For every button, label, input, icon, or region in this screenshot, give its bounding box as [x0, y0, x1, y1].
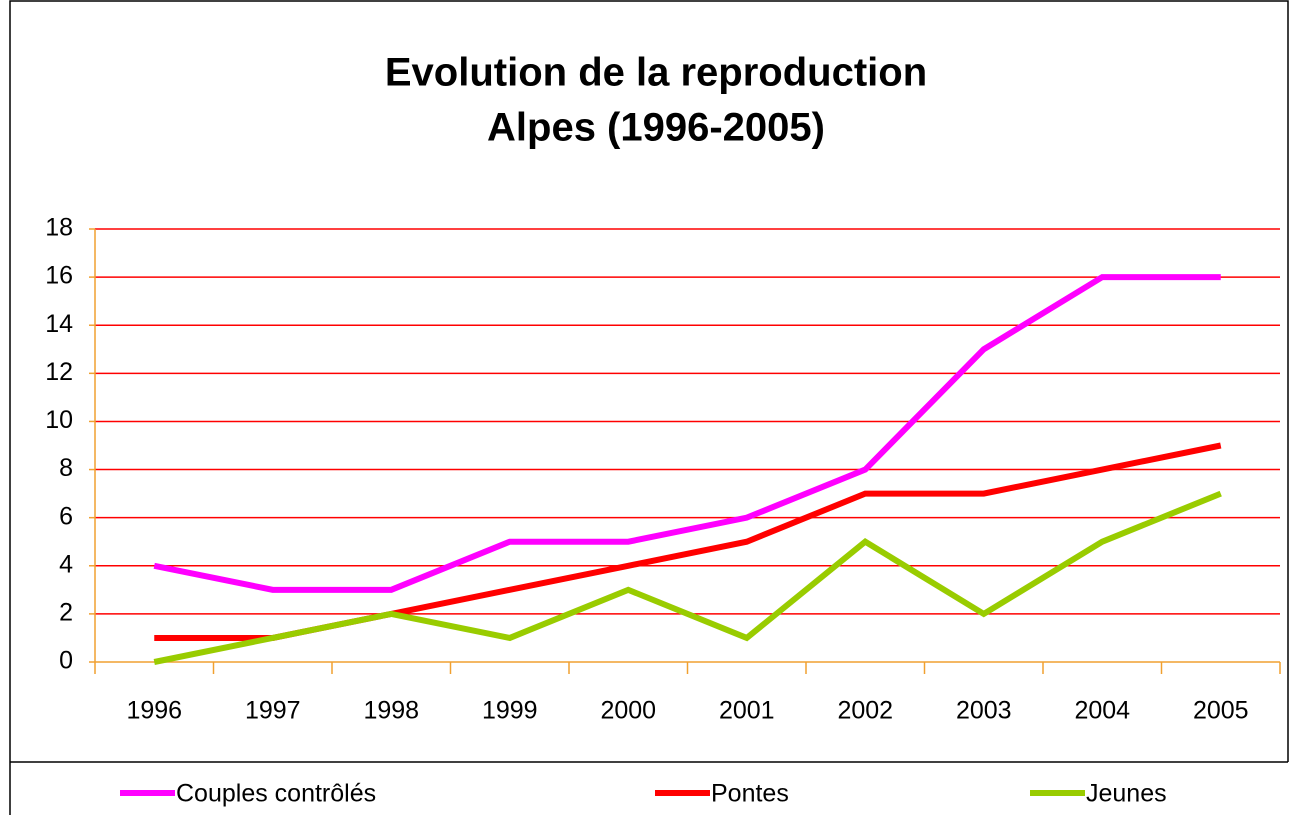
y-tick-label: 12 [45, 358, 73, 386]
line-series [153, 274, 1221, 593]
x-tick-label: 2005 [1193, 697, 1249, 725]
line-series [153, 490, 1222, 665]
legend-label: Couples contrôlés [176, 780, 376, 808]
y-tick-label: 6 [59, 502, 73, 530]
x-tick-label: 1999 [482, 697, 538, 725]
y-tick-label: 0 [59, 647, 73, 675]
x-tick-label: 1998 [363, 697, 419, 725]
chart-frame [9, 0, 1289, 815]
x-tick-label: 2004 [1074, 697, 1130, 725]
line-series [154, 442, 1222, 641]
y-tick-label: 14 [45, 310, 73, 338]
y-tick-label: 10 [45, 406, 73, 434]
chart-title: Evolution de la reproduction [385, 51, 927, 95]
y-tick-label: 18 [45, 214, 73, 242]
x-tick-label: 2002 [837, 697, 893, 725]
chart-title: Alpes (1996-2005) [487, 106, 825, 150]
legend-label: Jeunes [1086, 780, 1167, 808]
x-tick-label: 2003 [956, 697, 1012, 725]
legend-label: Pontes [711, 780, 789, 808]
y-tick-label: 16 [45, 262, 73, 290]
x-tick-label: 2000 [600, 697, 656, 725]
y-tick-label: 4 [59, 550, 73, 578]
x-tick-label: 1996 [126, 697, 182, 725]
y-tick-label: 8 [59, 454, 73, 482]
y-tick-label: 2 [59, 598, 73, 626]
x-tick-label: 2001 [719, 697, 775, 725]
x-tick-label: 1997 [245, 697, 301, 725]
